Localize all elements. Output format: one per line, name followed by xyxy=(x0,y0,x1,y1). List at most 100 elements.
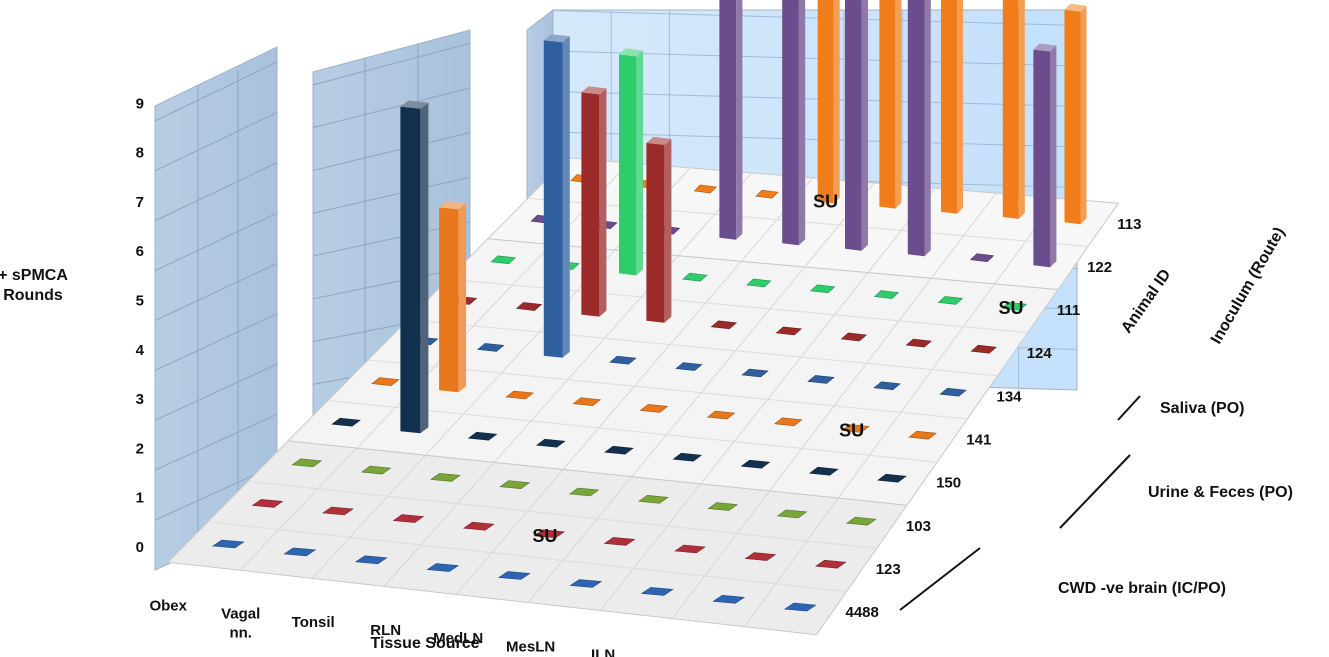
floor-grid xyxy=(527,476,633,603)
animal-id-label: 123 xyxy=(876,561,901,578)
marker-4488-Tonsil xyxy=(354,555,388,565)
bar-134-Tonsil xyxy=(543,40,563,358)
floor-grid xyxy=(769,277,932,492)
marker-150-ILN xyxy=(740,459,771,469)
marker-103-Tonsil xyxy=(430,473,461,482)
gridline-left xyxy=(154,313,278,371)
gridline-left xyxy=(154,162,278,222)
y-tick-label: 4 xyxy=(136,342,145,359)
su-label: SU xyxy=(839,420,864,440)
x-tick-label: Obex xyxy=(149,597,187,614)
animal-id-label: 113 xyxy=(1117,216,1141,233)
marker-124-Vagal nn. xyxy=(515,302,543,311)
marker-4488-Ileum xyxy=(783,602,817,612)
marker-134-Vagal nn. xyxy=(477,343,505,352)
bar-top-150-Vagal nn. xyxy=(400,100,429,109)
floor-grid xyxy=(743,497,839,627)
x-tick-label: RLN xyxy=(370,622,401,639)
animal-id-label: 103 xyxy=(906,518,931,535)
bar-122-MedLN xyxy=(782,0,799,246)
bar-122-RLN xyxy=(719,0,737,240)
bar-side-113-ILN xyxy=(957,0,963,214)
marker-103-MesLN xyxy=(638,494,669,504)
marker-150-Tonsil xyxy=(467,431,498,441)
marker-134-ILN xyxy=(807,375,835,384)
marker-134-Ileum xyxy=(939,387,967,397)
bar-113-ILN xyxy=(941,0,957,214)
marker-113-RLN xyxy=(755,189,779,199)
floor-grid xyxy=(599,483,702,611)
bar-side-113-MedLN xyxy=(833,0,840,204)
bar-top-111-Tonsil xyxy=(619,48,643,57)
marker-124-Ileum xyxy=(970,344,997,354)
bar-122-ILN xyxy=(907,0,925,257)
bar-113-Ileum xyxy=(1064,9,1081,225)
marker-134-MesLN xyxy=(741,368,769,378)
marker-123-Tonsil xyxy=(392,514,425,523)
animal-id-label: 122 xyxy=(1087,259,1112,276)
floor-grid xyxy=(247,480,877,549)
bar-side-122-RLN xyxy=(736,0,743,240)
y-tick-label: 1 xyxy=(136,490,144,507)
bar-top-124-RLN xyxy=(646,136,672,145)
marker-103-ILN xyxy=(707,502,739,511)
bar-side-124-Tonsil xyxy=(599,88,607,317)
bar-122-MesLN xyxy=(845,0,862,251)
marker-141-MedLN xyxy=(639,404,669,413)
y-tick-label: 7 xyxy=(136,194,144,211)
marker-103-Obex xyxy=(291,458,323,468)
x-tick-label: nn. xyxy=(229,625,252,642)
group-label: Urine & Feces (PO) xyxy=(1148,484,1293,501)
gridline-left xyxy=(154,262,278,321)
animal-id-label: 150 xyxy=(936,475,961,492)
marker-123-Obex xyxy=(251,499,284,508)
marker-124-ILN xyxy=(840,332,868,342)
bar-124-RLN xyxy=(646,142,665,323)
bar-side-122-Ileum xyxy=(1050,45,1057,268)
x-tick-label: Vagal xyxy=(221,606,260,623)
bar-113-MesLN xyxy=(879,0,896,209)
marker-103-IMLT xyxy=(776,509,808,519)
marker-4488-Vagal nn. xyxy=(283,547,317,557)
floor-grid xyxy=(562,260,742,470)
marker-124-MedLN xyxy=(710,320,738,330)
bar-113-IMLT xyxy=(1002,0,1019,219)
marker-103-Ileum xyxy=(846,516,877,526)
marker-4488-ILN xyxy=(640,587,674,596)
marker-141-RLN xyxy=(572,397,602,407)
marker-123-MedLN xyxy=(533,529,566,539)
marker-123-IMLT xyxy=(744,552,777,561)
bar-side-113-MesLN xyxy=(895,0,902,209)
bar-top-122-Ileum xyxy=(1033,43,1057,52)
marker-111-RLN xyxy=(682,272,708,282)
gridline-mid xyxy=(312,132,471,171)
y-tick-label: 9 xyxy=(136,95,144,112)
bar-top-113-Ileum xyxy=(1064,3,1087,12)
marker-124-MesLN xyxy=(775,326,803,336)
floor-grid xyxy=(383,462,495,587)
marker-123-Ileum xyxy=(814,559,847,569)
y-tick-label: 8 xyxy=(136,145,144,162)
bar-top-141-Vagal nn. xyxy=(439,201,467,210)
bar-113-MedLN xyxy=(817,0,834,204)
x-tick-label: ILN xyxy=(591,647,615,657)
bar-side-111-Tonsil xyxy=(636,50,643,276)
bar-111-Tonsil xyxy=(619,54,637,276)
group-bracket xyxy=(1117,395,1141,421)
marker-141-IMLT xyxy=(841,424,870,433)
x-tick-label: MedLN xyxy=(433,630,483,647)
animal-id-label: 111 xyxy=(1057,302,1080,319)
gridline-left xyxy=(154,111,278,172)
marker-134-IMLT xyxy=(873,381,901,391)
y-tick-label: 5 xyxy=(136,293,144,310)
gridline-left xyxy=(154,212,278,272)
group-bracket xyxy=(1059,454,1131,529)
marker-134-MedLN xyxy=(675,362,703,371)
bar-side-122-MesLN xyxy=(861,0,868,251)
marker-111-MesLN xyxy=(810,284,836,294)
gridline-left xyxy=(154,413,278,471)
gridline-mid xyxy=(312,42,471,86)
su-label: SU xyxy=(813,191,838,211)
bar-122-Ileum xyxy=(1033,49,1050,268)
